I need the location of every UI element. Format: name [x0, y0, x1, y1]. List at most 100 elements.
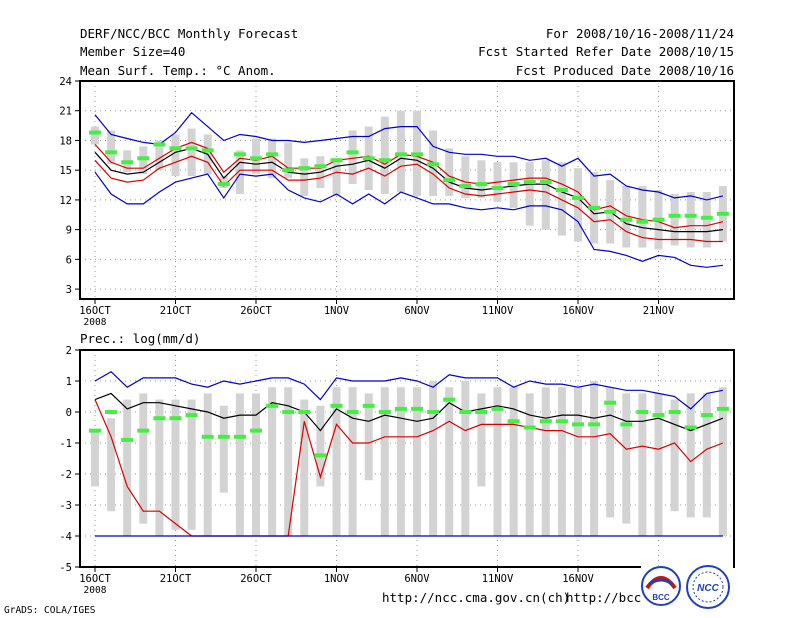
median-marker [153, 416, 166, 421]
range-bar [574, 387, 582, 536]
range-bar [413, 387, 421, 536]
range-bar [638, 393, 647, 536]
median-marker [282, 410, 295, 414]
median-marker [185, 146, 198, 151]
range-bar [235, 393, 244, 536]
median-marker [121, 437, 134, 442]
range-bar [268, 387, 277, 536]
y-tick-label: 12 [59, 195, 72, 207]
range-bar [590, 381, 599, 536]
median-marker [620, 217, 633, 222]
range-bar [364, 393, 373, 481]
median-marker [507, 419, 520, 424]
median-marker [217, 182, 230, 187]
range-bar [300, 158, 309, 196]
range-bar [525, 162, 534, 226]
range-bar [477, 160, 486, 198]
median-marker [652, 413, 665, 418]
median-marker [314, 164, 327, 169]
range-bar [171, 134, 180, 177]
range-bar [686, 393, 695, 518]
range-bar [107, 418, 116, 512]
range-bar [91, 430, 99, 487]
median-marker [105, 410, 118, 414]
x-tick-label: 6NOV [404, 573, 430, 585]
range-bar [557, 387, 566, 536]
header-produced-date: Fcst Produced Date 2008/10/16 [516, 63, 734, 78]
x-year-label: 2008 [84, 585, 107, 596]
series-line-p75 [94, 141, 724, 229]
y-tick-label: 0 [66, 407, 72, 419]
median-marker [604, 400, 617, 405]
y-tick-label: 15 [59, 165, 72, 177]
median-marker [233, 152, 246, 157]
plot-frame [79, 349, 735, 568]
median-marker [459, 410, 472, 414]
bcc-logo-text: BCC [652, 593, 670, 602]
range-bar [477, 393, 486, 487]
x-tick-label: 1NOV [324, 573, 350, 585]
median-marker [121, 160, 134, 165]
range-bar [670, 399, 679, 512]
median-marker [153, 142, 166, 147]
median-marker [298, 166, 311, 171]
range-bar [107, 130, 116, 165]
median-marker [394, 152, 407, 157]
x-tick-label: 6NOV [404, 305, 430, 317]
median-marker [604, 209, 617, 214]
median-marker [89, 130, 101, 135]
series-line-envelope_max [94, 370, 724, 410]
range-bar [155, 140, 164, 171]
median-marker [394, 406, 407, 411]
median-marker [282, 168, 295, 173]
y-tick-label: -5 [59, 562, 72, 574]
x-tick-label: 16OCT [79, 305, 111, 317]
median-marker [700, 215, 713, 220]
median-marker [266, 152, 279, 157]
median-marker [636, 219, 649, 224]
median-marker [491, 186, 504, 191]
range-bar [252, 393, 260, 536]
median-marker [378, 158, 391, 163]
median-marker [572, 422, 584, 427]
y-tick-label: 18 [59, 135, 72, 147]
median-marker [459, 184, 472, 189]
y-tick-label: -3 [59, 500, 72, 512]
range-bar [268, 138, 277, 179]
range-bar [123, 399, 132, 536]
median-marker [475, 182, 488, 187]
median-marker [555, 419, 568, 424]
range-bar [348, 130, 357, 185]
range-bar [187, 128, 196, 177]
y-tick-label: -1 [59, 438, 72, 450]
range-bar [493, 387, 502, 536]
range-bar [235, 150, 244, 194]
median-marker [716, 211, 729, 216]
range-bar [557, 162, 566, 236]
range-bar [332, 158, 341, 196]
median-marker [169, 146, 182, 151]
range-bar [219, 405, 228, 493]
ncc-url-link[interactable]: http://ncc.cma.gov.cn(ch) [382, 590, 570, 605]
series-line-envelope_max [94, 111, 724, 201]
range-bar [509, 387, 518, 536]
range-bar [300, 399, 309, 536]
y-tick-label: 3 [66, 284, 72, 296]
x-tick-label: 16OCT [79, 573, 111, 585]
header-start-date: Fcst Started Refer Date 2008/10/15 [478, 44, 734, 59]
header-title: DERF/NCC/BCC Monthly Forecast [80, 26, 298, 41]
range-bar [525, 393, 534, 536]
y-tick-label: 2 [66, 345, 72, 357]
median-marker [378, 410, 391, 414]
range-bar [284, 142, 293, 179]
median-marker [362, 156, 375, 161]
median-marker [588, 205, 601, 210]
range-bar [718, 387, 727, 536]
range-bar [606, 387, 615, 518]
range-bar [332, 387, 341, 536]
range-bar [670, 193, 679, 246]
range-bar [541, 387, 550, 536]
series-line-p25 [94, 155, 723, 243]
range-bar [622, 186, 631, 248]
y-tick-label: 24 [59, 76, 72, 88]
